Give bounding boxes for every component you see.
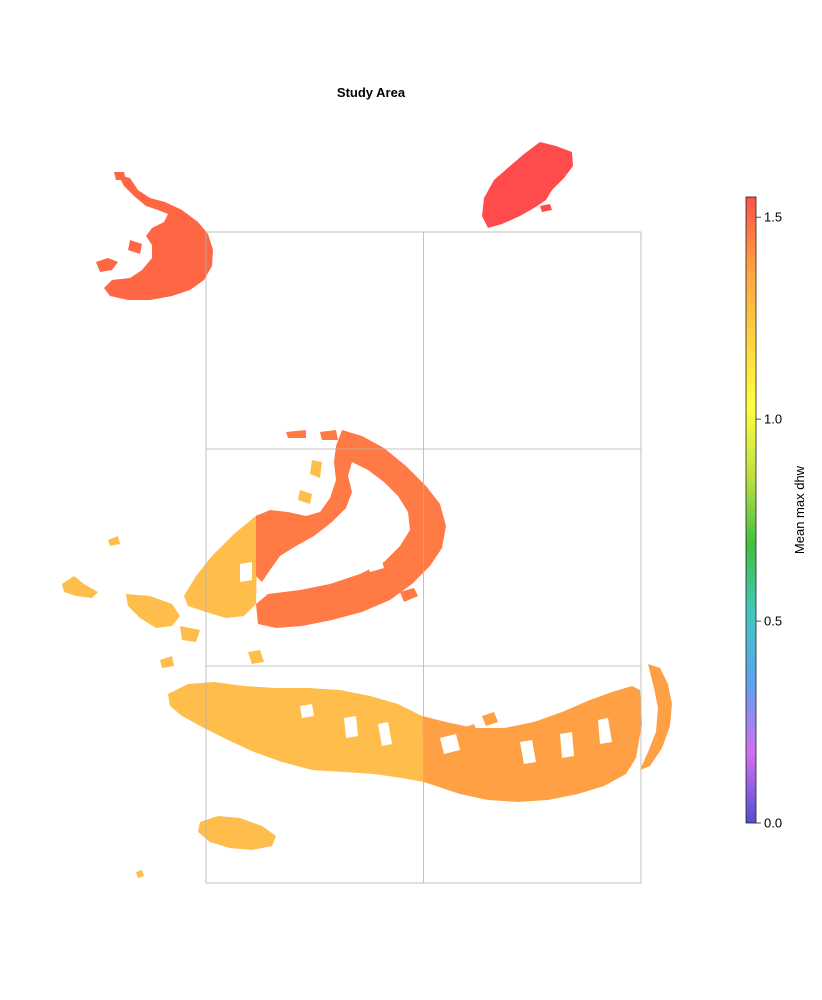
colorbar-tick-label: 0.0 (764, 816, 782, 831)
reef-southern-fragment (462, 724, 478, 738)
reef-western-fragments (62, 536, 264, 668)
reef-west-fragment (108, 536, 120, 546)
colorbar-tick-label: 0.5 (764, 614, 782, 629)
lagoon-gap (210, 620, 240, 634)
reef-southern-fragment (482, 712, 498, 726)
reef-central-atoll-west (184, 514, 258, 618)
lagoon-gap (366, 554, 384, 572)
reef-southern-band-west (168, 682, 424, 782)
reef-northwest-crescent (104, 175, 213, 300)
reef-southern-band (168, 664, 672, 802)
reef-central-atoll (184, 430, 446, 628)
reef-west-fragment (248, 650, 264, 664)
reef-tiny-fragment (136, 870, 144, 878)
colorbar-label: Mean max dhw (792, 465, 807, 554)
colorbar-tick-label: 1.0 (764, 412, 782, 427)
lagoon-gap (240, 562, 252, 582)
colorbar-tick-label: 1.5 (764, 210, 782, 225)
colorbar-gradient (745, 196, 757, 824)
reef-central-fragment (286, 430, 306, 438)
reef-northwest-fragment (96, 258, 118, 272)
reef-west-fragment (126, 594, 180, 628)
reef-gaps (210, 554, 612, 764)
reef-central-fragment (320, 430, 338, 440)
reef-northeast-fragment (540, 204, 552, 212)
reef-southwest-islet (198, 816, 276, 850)
lagoon-gap (560, 732, 574, 758)
lagoon-gap (598, 718, 612, 744)
reef-northwest-fragment (128, 240, 142, 254)
reef-west-fragment (180, 626, 200, 642)
lagoon-gap (440, 734, 460, 754)
lagoon-gap (520, 740, 536, 764)
reef-northwest-fragment (114, 172, 126, 180)
reef-central-atoll-ring (256, 430, 446, 628)
lagoon-gap (344, 716, 358, 738)
reef-layer (62, 142, 672, 878)
reef-southern-fragment (640, 664, 672, 770)
reef-central-fragment (310, 460, 322, 478)
reef-northeast-patch (482, 142, 573, 228)
reef-west-fragment (160, 656, 174, 668)
grid-overlay (205, 231, 642, 884)
reef-northwest-patch (96, 172, 213, 300)
reef-northeast-blob (482, 142, 573, 228)
reef-central-fragment (400, 588, 418, 602)
lagoon-gap (378, 722, 392, 746)
reef-central-fragment (298, 490, 312, 504)
map-title: Study Area (337, 85, 406, 100)
lagoon-gap (300, 704, 314, 718)
colorbar: 0.0 0.5 1.0 1.5 Mean max dhw (745, 196, 807, 831)
colorbar-ticks: 0.0 0.5 1.0 1.5 (756, 210, 782, 831)
reef-west-fragment (62, 576, 98, 598)
